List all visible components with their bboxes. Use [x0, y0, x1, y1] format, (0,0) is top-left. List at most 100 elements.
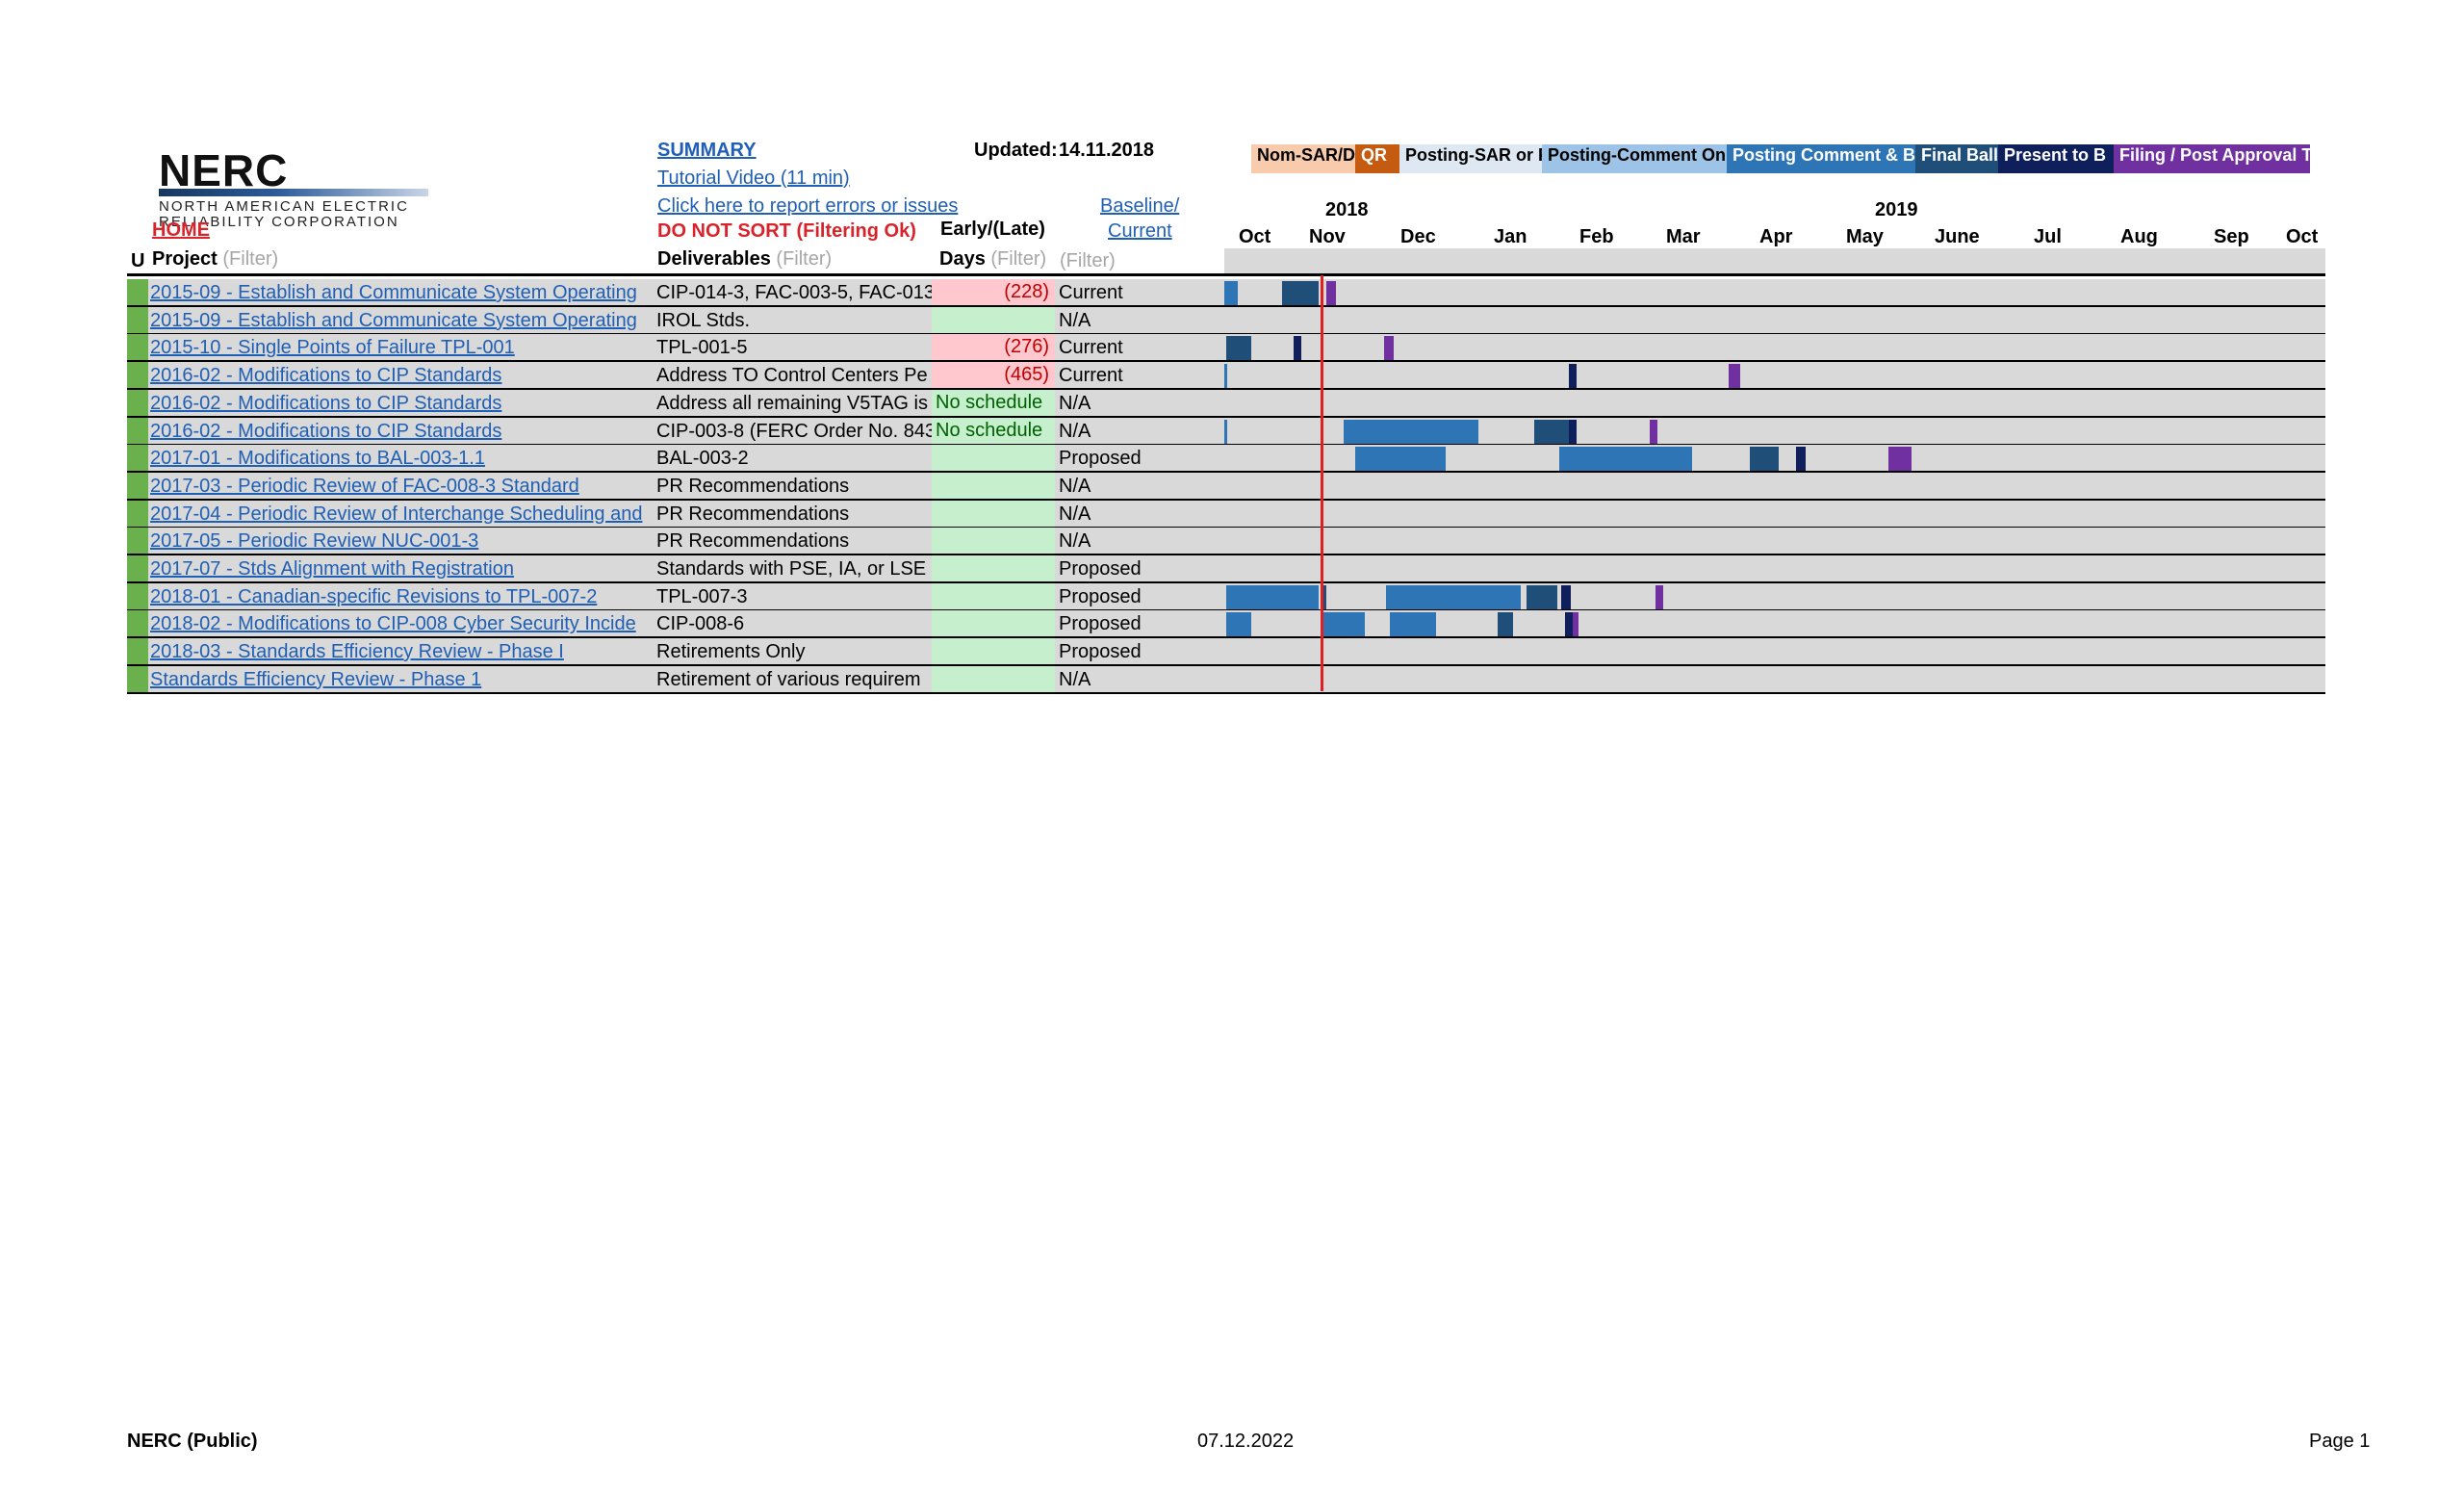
gantt-bar: [1750, 447, 1779, 472]
gantt-bar: [1226, 612, 1251, 637]
project-link[interactable]: 2015-09 - Establish and Communicate Syst…: [150, 309, 637, 331]
today-marker: [1321, 275, 1323, 691]
baseline-cell: Current: [1059, 282, 1123, 303]
deliverable-cell: Standards with PSE, IA, or LSE: [656, 558, 927, 580]
deliverable-cell: CIP-008-6: [656, 613, 745, 635]
gantt-bar: [1729, 364, 1740, 389]
deliverable-cell: CIP-014-3, FAC-003-5, FAC-013: [656, 282, 936, 303]
project-link[interactable]: Standards Efficiency Review - Phase 1: [150, 668, 482, 690]
current-link[interactable]: Current: [1108, 220, 1172, 242]
baseline-cell: Current: [1059, 337, 1123, 359]
project-link[interactable]: 2018-02 - Modifications to CIP-008 Cyber…: [150, 613, 636, 635]
footer-page: Page 1: [2309, 1431, 2371, 1452]
project-column-header[interactable]: Project (Filter): [152, 248, 278, 271]
days-cell: (228): [932, 279, 1055, 305]
gantt-track: [1224, 638, 2325, 664]
project-link[interactable]: 2015-10 - Single Points of Failure TPL-0…: [150, 337, 515, 359]
month-label: Jan: [1494, 226, 1527, 247]
status-stripe: [127, 638, 148, 665]
deliverable-cell: Address all remaining V5TAG is: [656, 392, 928, 414]
table-row: 2017-07 - Stds Alignment with Registrati…: [127, 555, 2325, 583]
baseline-cell: Proposed: [1059, 448, 1142, 470]
days-cell: [932, 638, 1055, 665]
updated-date: 14.11.2018: [1059, 140, 1154, 161]
baseline-cell: N/A: [1059, 309, 1091, 331]
baseline-cell: Proposed: [1059, 613, 1142, 635]
gantt-bar: [1559, 447, 1692, 472]
month-label: May: [1846, 226, 1884, 247]
days-cell: [932, 555, 1055, 581]
baseline-cell: Proposed: [1059, 641, 1142, 663]
deliverable-cell: PR Recommendations: [656, 503, 850, 525]
project-filter[interactable]: (Filter): [222, 248, 279, 270]
project-link[interactable]: 2017-01 - Modifications to BAL-003-1.1: [150, 448, 485, 470]
project-link[interactable]: 2015-09 - Establish and Communicate Syst…: [150, 282, 637, 303]
tutorial-video-link[interactable]: Tutorial Video (11 min): [657, 168, 850, 189]
status-stripe: [127, 445, 148, 472]
table-row: 2015-09 - Establish and Communicate Syst…: [127, 306, 2325, 335]
month-label: Mar: [1666, 226, 1701, 247]
project-link[interactable]: 2017-03 - Periodic Review of FAC-008-3 S…: [150, 475, 579, 497]
table-row: 2018-01 - Canadian-specific Revisions to…: [127, 582, 2325, 611]
table-row: 2015-09 - Establish and Communicate Syst…: [127, 279, 2325, 307]
gantt-track: [1224, 528, 2325, 554]
nerc-logo: NERC: [159, 145, 289, 195]
gantt-track: [1224, 555, 2325, 581]
days-column-header[interactable]: Days (Filter): [939, 248, 1046, 271]
project-link[interactable]: 2018-03 - Standards Efficiency Review - …: [150, 641, 564, 663]
gantt-bar: [1326, 281, 1336, 305]
legend-item: Present to B: [1998, 144, 2114, 173]
status-stripe: [127, 500, 148, 527]
baseline-link[interactable]: Baseline/: [1100, 195, 1180, 217]
deliverables-column-header[interactable]: Deliverables (Filter): [657, 248, 832, 271]
status-stripe: [127, 610, 148, 637]
days-cell: [932, 582, 1055, 609]
gantt-bar: [1498, 612, 1513, 637]
month-label: Oct: [1239, 226, 1271, 247]
table-row: 2016-02 - Modifications to CIP Standards…: [127, 362, 2325, 391]
table-row: 2017-05 - Periodic Review NUC-001-3 PR Re…: [127, 528, 2325, 556]
deliverable-cell: CIP-003-8 (FERC Order No. 843: [656, 420, 936, 442]
home-link[interactable]: HOME: [152, 219, 210, 241]
summary-link[interactable]: SUMMARY: [657, 140, 757, 161]
early-late-label: Early/(Late): [940, 219, 1045, 240]
days-cell: [932, 472, 1055, 499]
gantt-bar: [1573, 612, 1578, 637]
baseline-cell: N/A: [1059, 420, 1091, 442]
days-filter[interactable]: (Filter): [990, 248, 1047, 270]
project-link[interactable]: 2017-04 - Periodic Review of Interchange…: [150, 503, 643, 525]
table-row: 2017-04 - Periodic Review of Interchange…: [127, 500, 2325, 529]
table-row: 2016-02 - Modifications to CIP Standards…: [127, 417, 2325, 446]
baseline-filter[interactable]: (Filter): [1060, 250, 1116, 271]
gantt-bar: [1224, 281, 1238, 305]
project-link[interactable]: 2018-01 - Canadian-specific Revisions to…: [150, 585, 598, 607]
project-link[interactable]: 2017-05 - Periodic Review NUC-001-3: [150, 530, 479, 553]
gantt-bar: [1565, 612, 1573, 637]
gantt-bar: [1386, 584, 1521, 609]
month-label: June: [1935, 226, 1980, 247]
project-link[interactable]: 2016-02 - Modifications to CIP Standards: [150, 392, 502, 414]
year-label: 2018: [1325, 199, 1369, 220]
deliverables-filter[interactable]: (Filter): [776, 248, 833, 270]
gantt-bar: [1282, 281, 1319, 305]
status-stripe: [127, 334, 148, 361]
project-link[interactable]: 2016-02 - Modifications to CIP Standards: [150, 420, 502, 442]
gantt-bar: [1321, 612, 1365, 637]
gantt-bar: [1650, 419, 1657, 444]
legend-item: Posting-SAR or P: [1399, 144, 1542, 173]
header-divider: [127, 273, 2325, 276]
gantt-bar: [1527, 584, 1557, 609]
deliverable-cell: IROL Stds.: [656, 309, 751, 331]
gantt-bar: [1384, 336, 1394, 361]
days-cell: No schedule: [932, 389, 1055, 416]
project-link[interactable]: 2017-07 - Stds Alignment with Registrati…: [150, 558, 514, 580]
status-stripe: [127, 389, 148, 416]
do-not-sort-note: DO NOT SORT (Filtering Ok): [657, 220, 916, 242]
project-link[interactable]: 2016-02 - Modifications to CIP Standards: [150, 365, 502, 387]
legend-item: Posting-Comment On: [1542, 144, 1727, 173]
report-errors-link[interactable]: Click here to report errors or issues: [657, 195, 959, 217]
table-row: 2018-03 - Standards Efficiency Review - …: [127, 638, 2325, 667]
gantt-bar: [1344, 419, 1478, 444]
gantt-track: [1224, 501, 2325, 527]
gantt-bar: [1569, 419, 1577, 444]
